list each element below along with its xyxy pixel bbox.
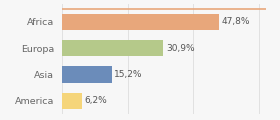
Text: 30,9%: 30,9% xyxy=(166,44,195,53)
Text: 47,8%: 47,8% xyxy=(222,17,250,26)
Bar xyxy=(62,66,112,83)
Text: 6,2%: 6,2% xyxy=(85,96,108,105)
Text: 15,2%: 15,2% xyxy=(114,70,143,79)
Bar xyxy=(62,40,164,56)
Bar xyxy=(62,93,82,109)
Bar xyxy=(62,14,219,30)
